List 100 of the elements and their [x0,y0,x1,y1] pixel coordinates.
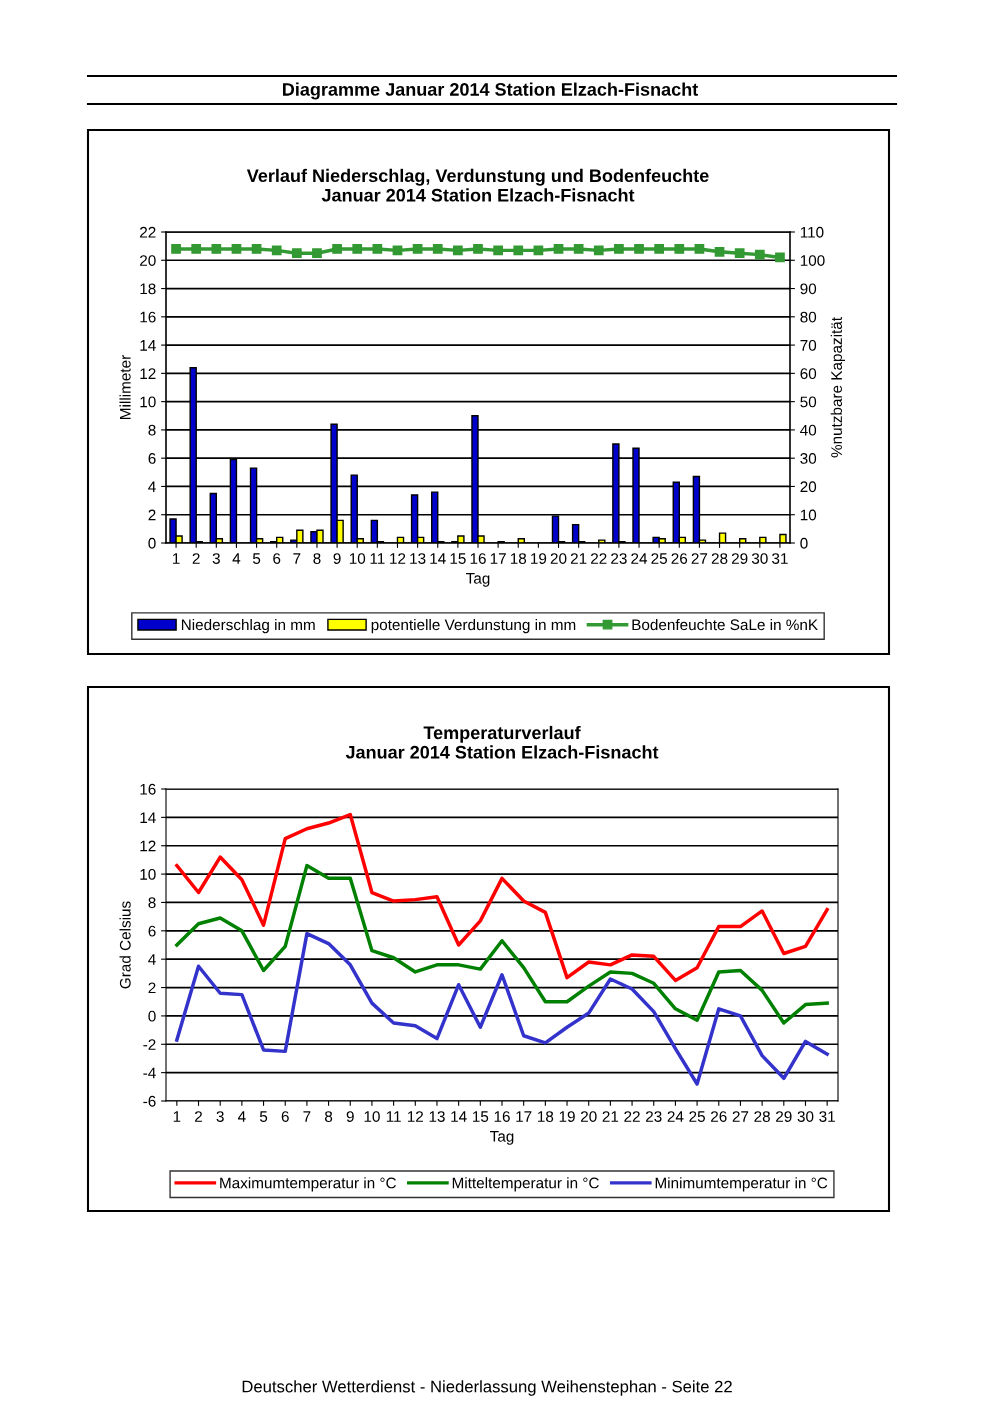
x-tick-label: 15 [472,1111,489,1122]
y2-axis-title: %nutzbare Kapazität [830,317,846,458]
y-tick-label: 6 [148,453,156,464]
y-axis-title: Grad Celsius [119,901,131,989]
x-tick-label: 26 [671,553,688,564]
y-tick-label: 14 [140,340,156,351]
x-tick-label: 10 [349,553,366,564]
y2-tick-label: 40 [800,424,817,436]
y2-tick-label: 70 [800,339,817,351]
x-tick-label: 5 [259,1111,268,1122]
x-tick-label: 24 [631,553,648,564]
x-tick-label: 29 [731,553,748,564]
x-tick-label: 17 [516,1111,532,1122]
x-tick-label: 4 [237,1111,246,1122]
x-tick-label: 22 [624,1111,640,1122]
x-tick-label: 7 [303,1111,311,1122]
x-tick-label: 28 [754,1111,770,1122]
y-tick-label: 12 [140,368,156,379]
y-tick-label: 8 [148,897,156,909]
y-tick-label: 4 [148,481,156,492]
y-tick-label: 0 [148,1010,156,1022]
x-tick-label: 26 [711,1111,727,1122]
x-tick-label: 27 [691,553,708,564]
x-tick-label: 22 [591,553,607,564]
x-tick-label: 5 [252,553,261,564]
y-tick-label: 18 [140,283,156,295]
x-tick-label: 4 [232,553,241,564]
x-axis-title: Tag [466,573,490,587]
x-tick-label: 15 [450,553,466,564]
y2-tick-label: 30 [800,453,817,464]
x-tick-label: 17 [490,553,506,564]
legend-label: Niederschlag in mm [181,618,315,634]
x-tick-label: 2 [195,1111,202,1122]
x-tick-label: 1 [172,553,180,564]
x-tick-label: 6 [281,1111,289,1122]
x-tick-label: 30 [751,553,768,564]
y-tick-label: 2 [148,509,156,521]
x-tick-label: 8 [313,553,321,564]
x-tick-label: 21 [602,1111,619,1122]
x-tick-label: 8 [325,1111,333,1122]
x-tick-label: 6 [273,553,281,564]
x-tick-label: 20 [580,1111,597,1122]
y2-tick-label: 60 [800,368,817,380]
x-tick-label: 23 [611,553,627,564]
x-tick-label: 1 [173,1111,181,1122]
x-axis-title: Tag [490,1131,514,1145]
x-tick-label: 3 [212,553,220,564]
y-tick-label: 12 [140,840,156,852]
y-tick-label: 2 [148,982,156,994]
legend-label: Maximumtemperatur in °C [220,1177,396,1192]
y-tick-label: 8 [148,424,156,436]
x-tick-label: 29 [776,1111,792,1122]
x-tick-label: 23 [646,1111,662,1122]
y2-tick-label: 110 [800,226,824,238]
y-tick-label: 14 [140,812,156,823]
x-tick-label: 19 [559,1111,575,1122]
x-tick-label: 11 [370,553,385,564]
text: Deutscher Wetterdienst - Niederlassung Weihenstephan - Seite 22 [242,1380,732,1396]
x-tick-label: 14 [451,1111,467,1122]
x-tick-label: 31 [772,553,788,564]
y2-tick-label: 20 [800,481,817,493]
y2-tick-label: 0 [800,537,808,549]
y-tick-label: 4 [148,954,156,965]
x-tick-label: 13 [429,1111,445,1122]
legend-label: Mitteltemperatur in °C [452,1177,599,1192]
y2-tick-label: 90 [800,283,817,295]
x-tick-label: 20 [550,553,567,564]
x-tick-label: 25 [689,1111,705,1122]
y-tick-label: 22 [140,226,156,238]
y-tick-label: 16 [140,311,156,323]
x-tick-label: 14 [430,553,446,564]
x-tick-label: 16 [494,1111,510,1122]
x-tick-label: 27 [732,1111,749,1122]
y-tick-label: -2 [143,1039,156,1050]
x-tick-label: 31 [819,1111,835,1122]
text: Diagramme Januar 2014 Station Elzach-Fisnacht [283,82,698,100]
x-tick-label: 24 [667,1111,684,1122]
x-tick-label: 12 [390,553,406,564]
x-tick-label: 3 [216,1111,224,1122]
y-tick-label: 16 [140,783,156,795]
y-tick-label: 0 [148,537,156,549]
x-tick-label: 7 [293,553,301,564]
x-tick-label: 11 [386,1111,401,1122]
y2-tick-label: 100 [800,255,825,266]
y-tick-label: -6 [143,1095,156,1107]
y-tick-label: 10 [140,868,156,880]
x-tick-label: 25 [651,553,668,564]
x-tick-label: 12 [407,1111,424,1122]
chart-title: Verlauf Niederschlag, Verdunstung und Bodenfeuchte Januar 2014 Station Elzach-Fisnacht [246,168,709,202]
x-tick-label: 9 [333,553,341,564]
legend-label: Bodenfeuchte SaLe in %nK [632,618,818,631]
x-tick-label: 13 [410,553,426,564]
y2-tick-label: 10 [800,509,817,521]
y2-tick-label: 80 [800,311,817,323]
y-tick-label: 10 [140,396,156,408]
y2-tick-label: 50 [800,396,817,408]
legend-label: Minimumtemperatur in °C [655,1177,828,1192]
x-tick-label: 28 [711,553,728,564]
x-tick-label: 18 [538,1111,554,1122]
x-tick-label: 19 [531,553,547,564]
